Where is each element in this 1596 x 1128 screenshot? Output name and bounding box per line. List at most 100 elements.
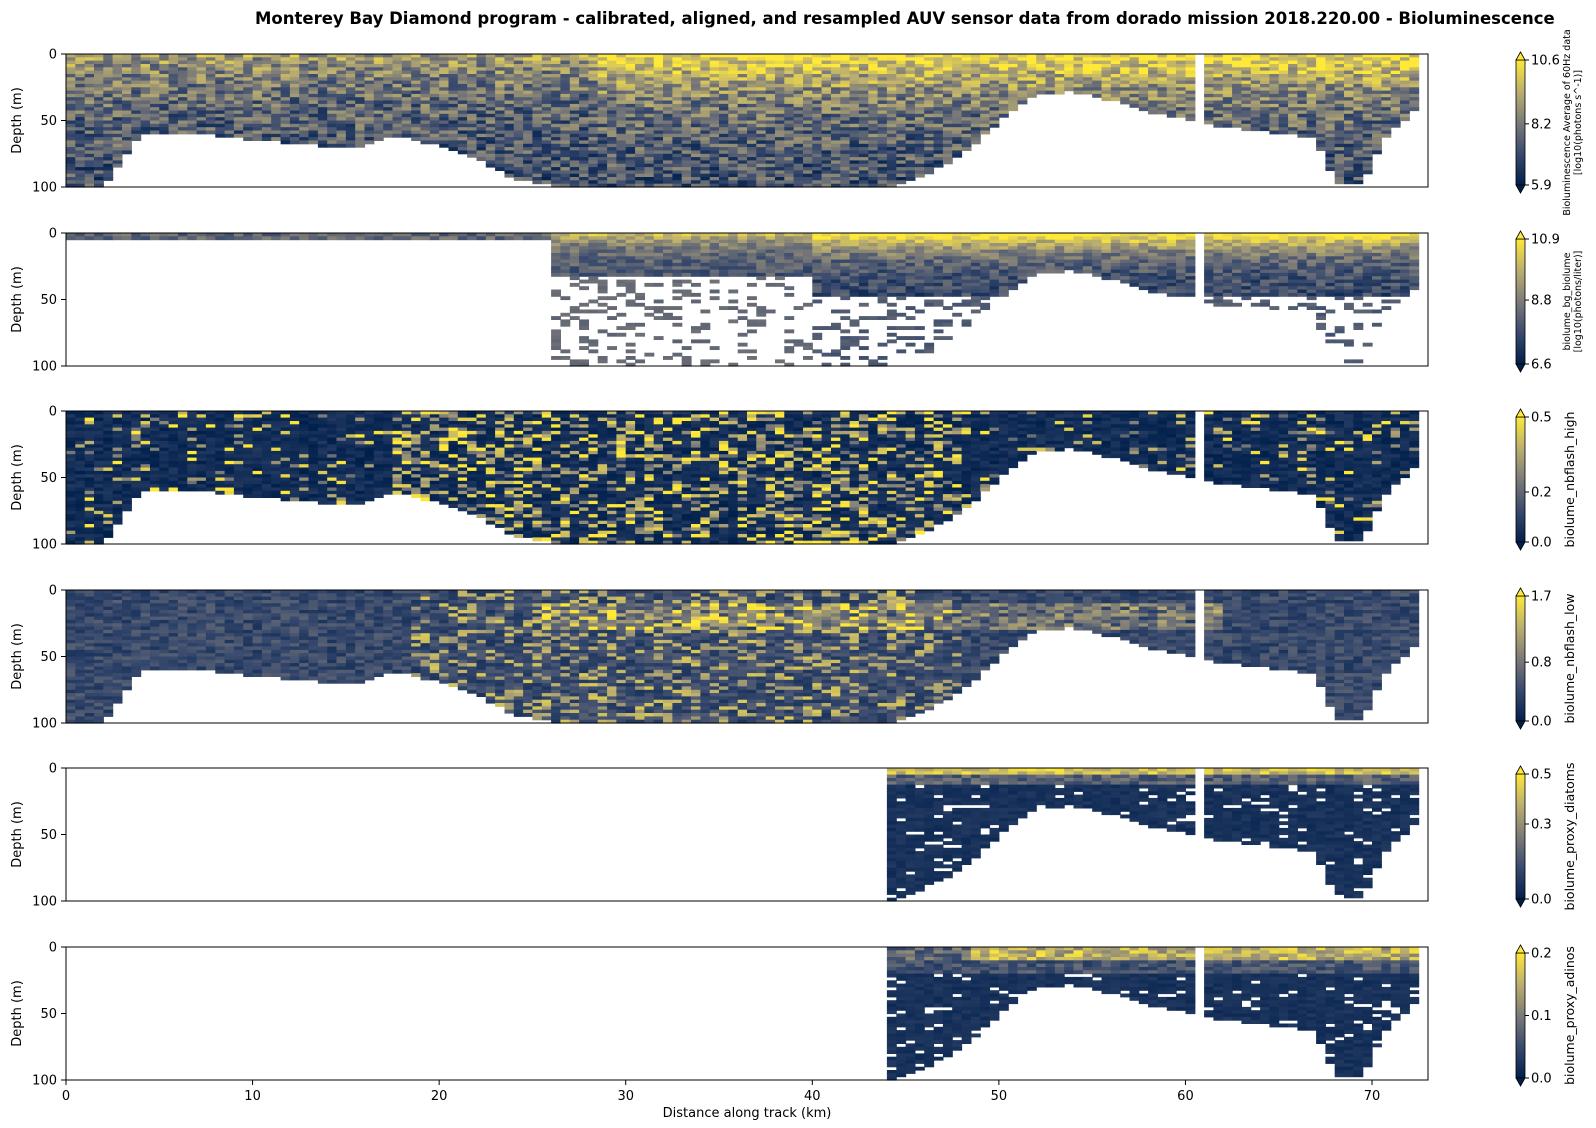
heatmap-cell (933, 80, 944, 85)
heatmap-cell (672, 127, 683, 132)
heatmap-cell (896, 93, 907, 98)
heatmap-cell (1138, 74, 1149, 78)
heatmap-cell (793, 103, 804, 108)
heatmap-cell (420, 103, 431, 108)
heatmap-cell (1390, 64, 1401, 68)
heatmap-cell (112, 110, 123, 115)
heatmap-cell (1362, 103, 1373, 108)
heatmap-cell (289, 67, 300, 72)
heatmap-cell (1026, 90, 1037, 95)
heatmap-cell (812, 67, 823, 72)
heatmap-cell (877, 107, 888, 112)
heatmap-cell (793, 143, 804, 148)
heatmap-cell (569, 77, 580, 82)
heatmap-cell (1138, 83, 1149, 88)
heatmap-cell (1353, 107, 1364, 112)
heatmap-cell (579, 183, 589, 188)
heatmap-cell (569, 137, 580, 141)
heatmap-cell (616, 110, 627, 115)
heatmap-cell (1372, 130, 1382, 135)
heatmap-cell (84, 113, 95, 118)
heatmap-cell (271, 117, 282, 122)
heatmap-cell (252, 54, 263, 58)
heatmap-cell (271, 60, 282, 65)
heatmap-cell (1008, 70, 1019, 75)
heatmap-cell (448, 64, 459, 68)
heatmap-cell (1222, 100, 1233, 105)
heatmap-cell (765, 143, 776, 148)
heatmap-cell (635, 256, 645, 261)
heatmap-cell (392, 236, 403, 241)
heatmap-cell (597, 100, 608, 105)
heatmap-cell (513, 173, 524, 178)
heatmap-cell (159, 57, 170, 62)
heatmap-cell (896, 170, 907, 175)
heatmap-cell (75, 83, 86, 88)
heatmap-cell (94, 157, 104, 161)
heatmap-cell (1008, 107, 1019, 112)
heatmap-cell (504, 140, 515, 145)
heatmap-cell (784, 266, 795, 271)
heatmap-cell (1362, 130, 1373, 135)
heatmap-cell (635, 272, 645, 277)
heatmap-cell (94, 180, 104, 185)
heatmap-cell (616, 83, 627, 88)
heatmap-cell (1381, 113, 1392, 118)
heatmap-cell (775, 90, 785, 95)
heatmap-cell (858, 127, 869, 132)
heatmap-cell (1297, 93, 1308, 98)
heatmap-cell (336, 143, 347, 148)
heatmap-cell (523, 177, 533, 181)
heatmap-cell (765, 167, 776, 171)
heatmap-cell (597, 243, 608, 247)
heatmap-cell (467, 87, 477, 92)
heatmap-cell (886, 77, 897, 82)
heatmap-cell (644, 90, 655, 95)
heatmap-cell (784, 70, 795, 75)
heatmap-cell (737, 77, 748, 82)
heatmap-cell (122, 103, 132, 108)
heatmap-cell (616, 93, 627, 98)
heatmap-cell (672, 153, 683, 158)
heatmap-cell (1344, 140, 1354, 145)
heatmap-cell (747, 252, 757, 257)
heatmap-cell (327, 97, 338, 102)
heatmap-cell (513, 163, 524, 168)
heatmap-cell (821, 140, 832, 145)
heatmap-cell (429, 90, 440, 95)
heatmap-cell (719, 54, 729, 58)
heatmap-cell (261, 77, 272, 82)
heatmap-cell (616, 269, 627, 274)
heatmap-cell (429, 137, 440, 141)
heatmap-cell (429, 103, 440, 108)
heatmap-cell (532, 117, 543, 122)
heatmap-cell (1297, 123, 1308, 128)
heatmap-cell (1297, 87, 1308, 92)
heatmap-cell (131, 236, 142, 241)
heatmap-cell (495, 107, 505, 112)
heatmap-cell (1204, 64, 1214, 68)
heatmap-cell (821, 180, 832, 185)
heatmap-cell (579, 107, 589, 112)
heatmap-cell (1381, 80, 1392, 85)
heatmap-cell (607, 259, 617, 264)
heatmap-cell (252, 74, 263, 78)
heatmap-cell (1316, 143, 1326, 148)
heatmap-cell (998, 80, 1009, 85)
heatmap-cell (1400, 117, 1410, 122)
heatmap-cell (625, 279, 636, 284)
heatmap-cell (868, 54, 879, 58)
heatmap-cell (793, 74, 804, 78)
heatmap-cell (1409, 80, 1420, 85)
heatmap-cell (532, 147, 543, 151)
heatmap-cell (644, 312, 655, 317)
heatmap-cell (299, 97, 310, 102)
heatmap-cell (681, 256, 692, 261)
heatmap-cell (775, 140, 785, 145)
heatmap-cell (513, 153, 524, 158)
heatmap-cell (75, 80, 86, 85)
heatmap-cell (672, 137, 683, 141)
heatmap-cell (448, 117, 459, 122)
heatmap-cell (131, 74, 142, 78)
